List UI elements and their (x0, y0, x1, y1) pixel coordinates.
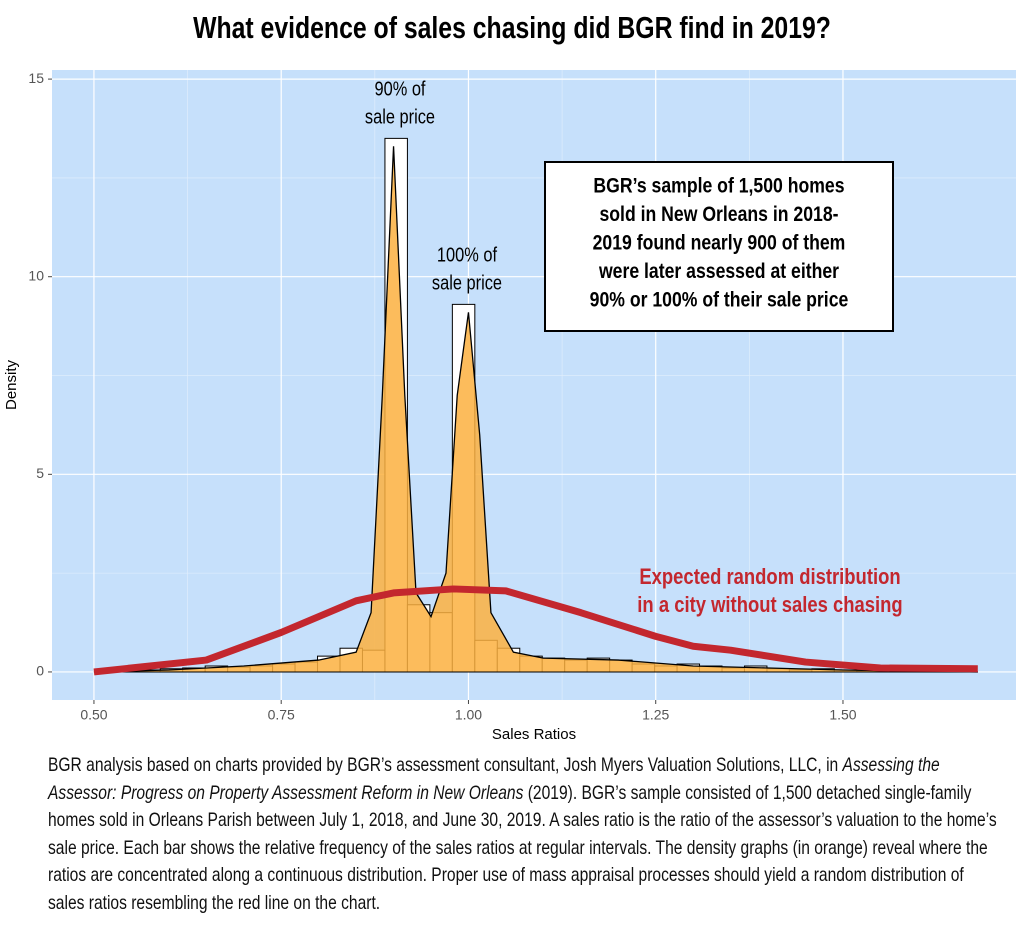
density-line (93, 146, 978, 673)
y-tick-label: 5 (36, 465, 44, 481)
annotation: in a city without sales chasing (637, 592, 902, 617)
y-tick-label: 10 (28, 267, 44, 283)
annotation: sold in New Orleans in 2018- (599, 203, 838, 227)
annotation: 100% of (437, 243, 498, 266)
expected-line (93, 585, 978, 676)
annotation: sale price (432, 271, 502, 294)
annotation: Expected random distribution (639, 564, 900, 589)
x-axis-label: Sales Ratios (492, 726, 576, 743)
annotation: BGR’s sample of 1,500 homes (593, 174, 844, 198)
annotation: 90% of (374, 77, 426, 100)
chart-title: What evidence of sales chasing did BGR f… (193, 11, 831, 45)
caption: BGR analysis based on charts provided by… (48, 752, 1004, 917)
caption-text: BGR analysis based on charts provided by… (48, 754, 843, 776)
annotation: were later assessed at either (598, 260, 839, 284)
x-tick-label: 1.00 (455, 707, 482, 723)
x-tick-label: 1.50 (829, 707, 856, 723)
caption-italic: Assessing the Assessor: Progress on Prop… (48, 754, 940, 804)
y-tick-label: 0 (36, 663, 44, 679)
caption-text: (2019). BGR’s sample consisted of 1,500 … (48, 781, 997, 914)
annotation: 90% or 100% of their sale price (590, 288, 849, 312)
y-axis-label: Density (3, 359, 20, 410)
annotation: 2019 found nearly 900 of them (593, 231, 846, 255)
x-tick-label: 0.50 (80, 707, 107, 723)
x-tick-label: 0.75 (268, 707, 295, 723)
x-tick-label: 1.25 (642, 707, 669, 723)
annotation-box (544, 161, 894, 332)
annotation: sale price (365, 105, 435, 128)
y-tick-label: 15 (28, 70, 44, 86)
chart: What evidence of sales chasing did BGR f… (3, 11, 1016, 743)
